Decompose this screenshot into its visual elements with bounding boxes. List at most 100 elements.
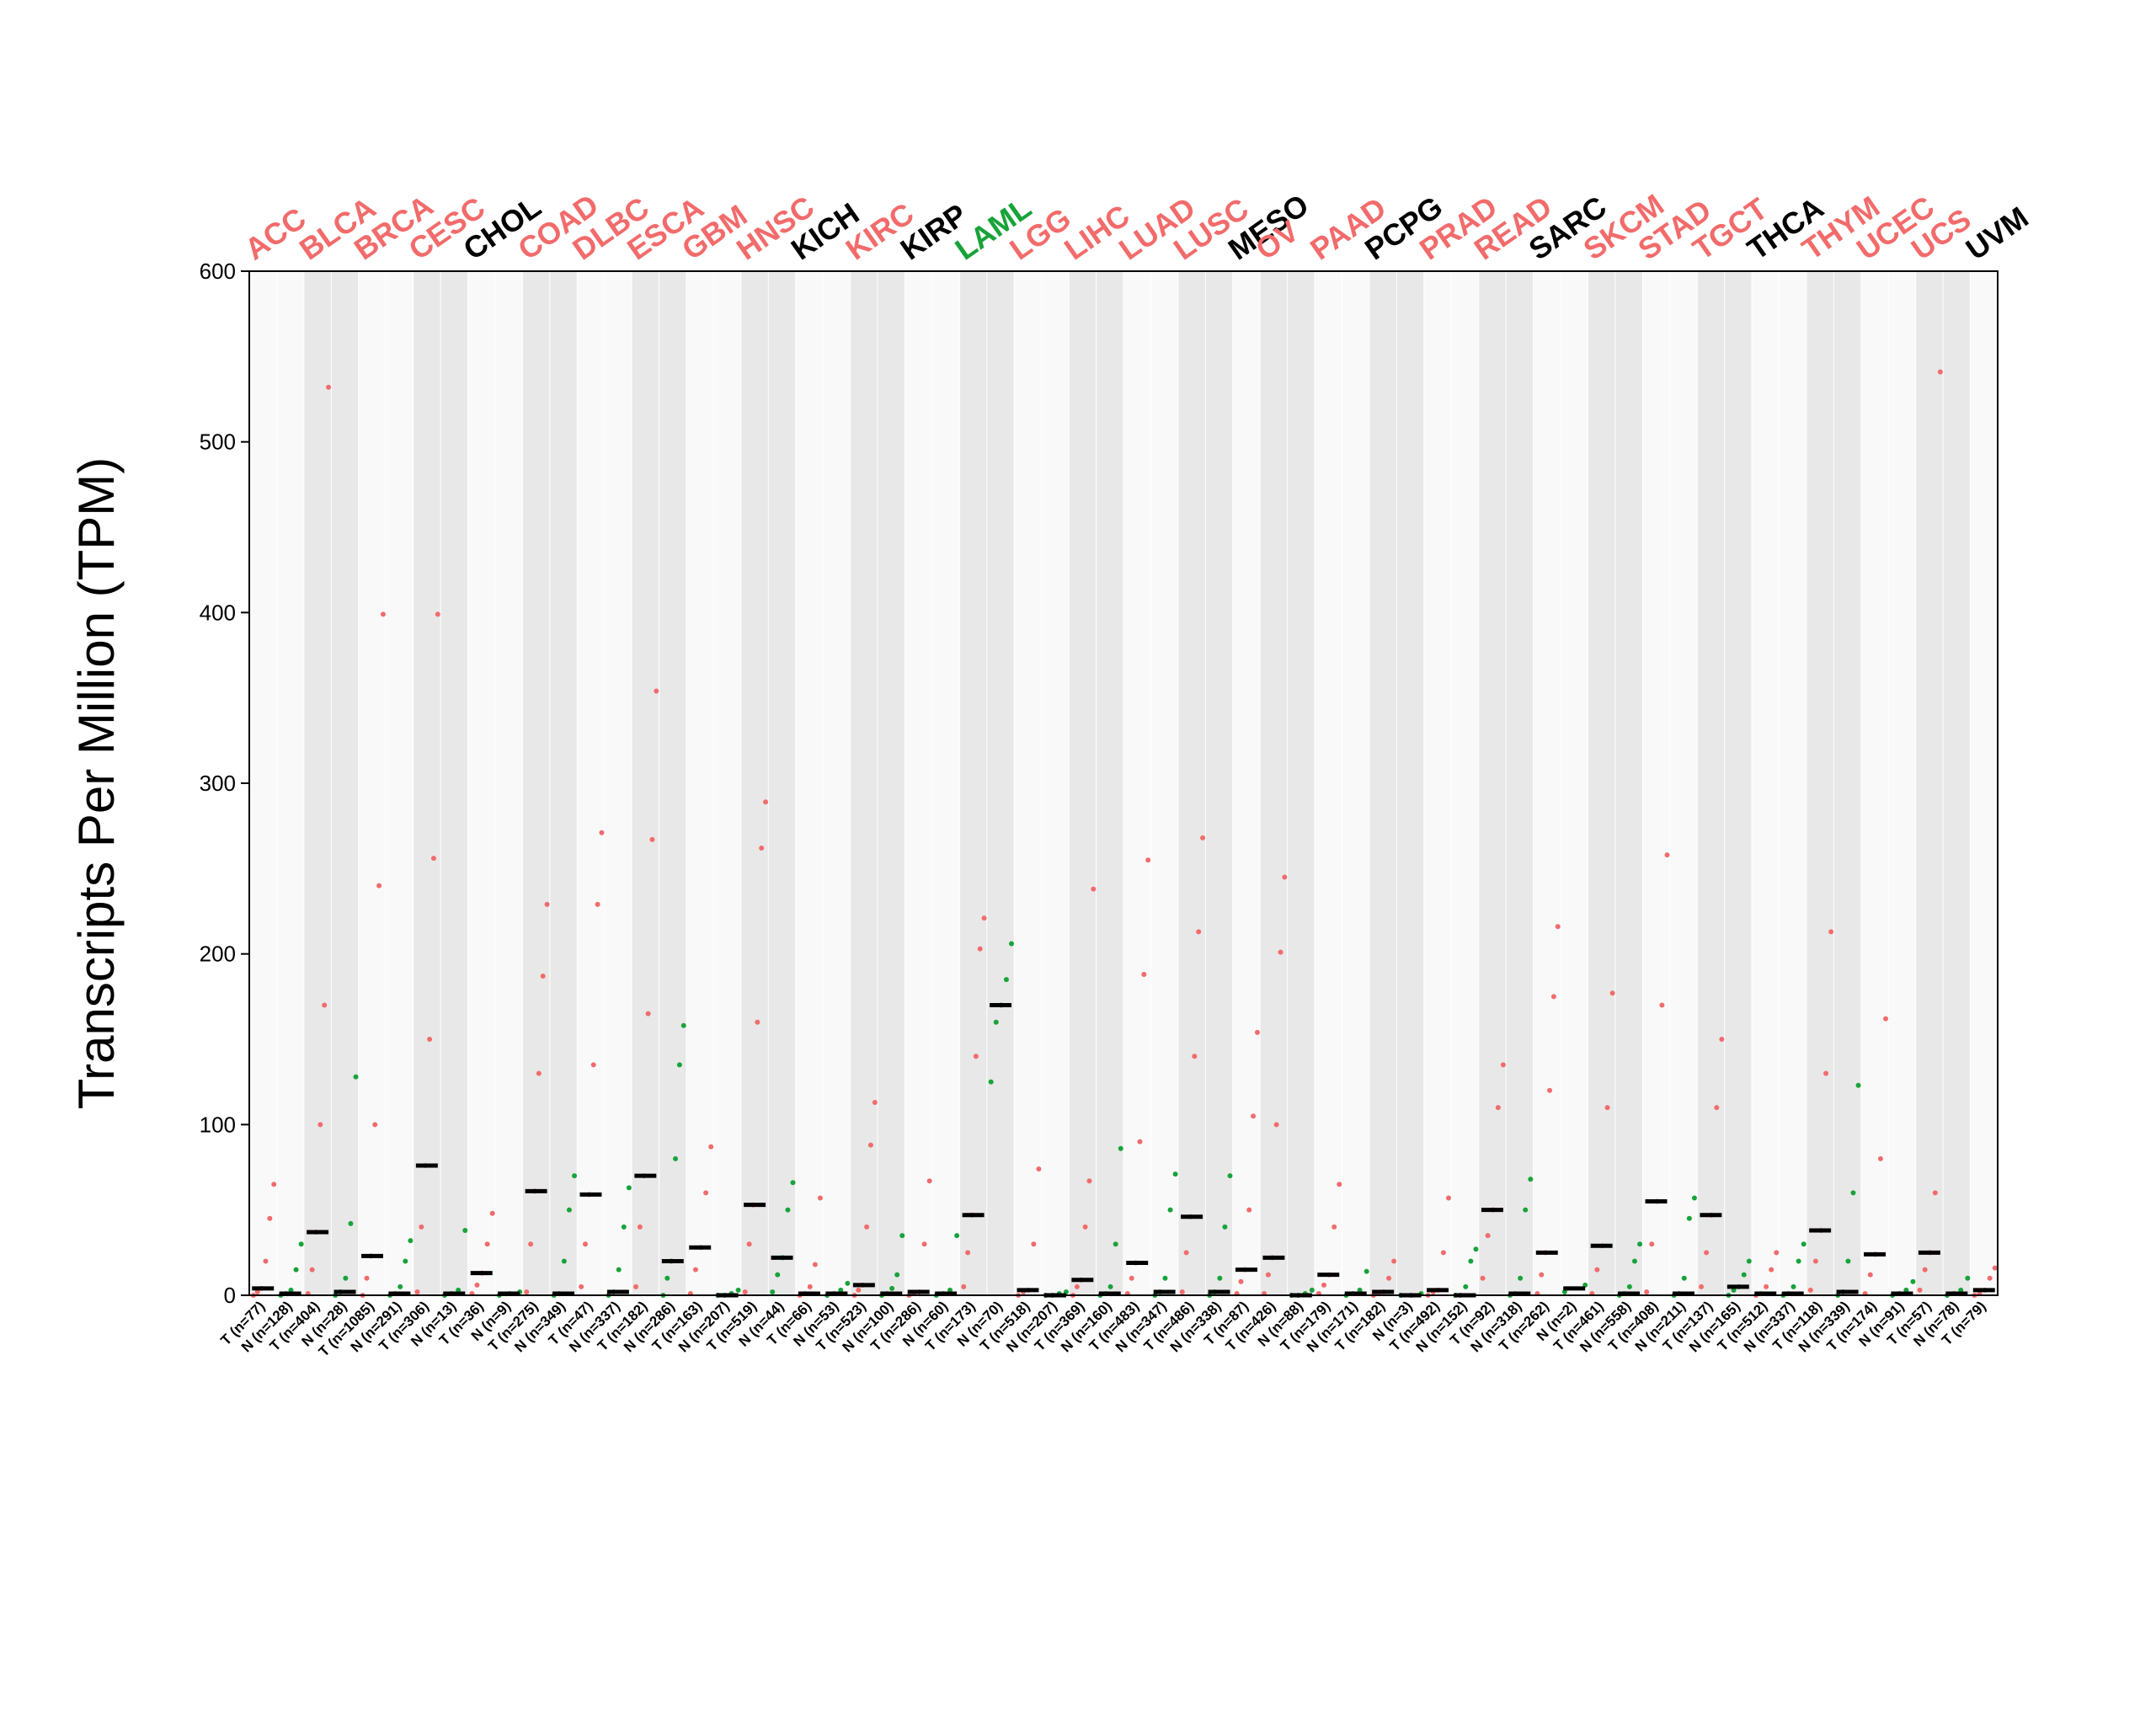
sample-dot <box>1807 1287 1813 1293</box>
sample-dot <box>1649 1241 1655 1247</box>
sample-dot <box>1741 1272 1747 1278</box>
sample-dot <box>1719 1037 1725 1042</box>
sample-dot <box>899 1233 905 1239</box>
sample-dot <box>1227 1173 1233 1179</box>
sample-dot <box>1910 1278 1916 1284</box>
sample-dot <box>1003 977 1009 983</box>
sample-dot <box>1987 1275 1993 1281</box>
sample-dot <box>1309 1287 1315 1293</box>
sample-dot <box>676 1062 682 1068</box>
sample-dot <box>1036 1166 1042 1172</box>
sample-dot <box>1480 1275 1486 1281</box>
sample-dot <box>528 1241 534 1247</box>
sample-dot <box>1172 1171 1178 1177</box>
sample-dot <box>616 1267 622 1273</box>
sample-dot <box>1357 1287 1363 1293</box>
sample-dot <box>742 1289 748 1294</box>
sample-dot <box>1331 1224 1337 1230</box>
sample-dot <box>427 1037 433 1042</box>
sample-dot <box>988 1079 994 1085</box>
sample-dot <box>1086 1178 1092 1184</box>
sample-dot <box>790 1180 796 1186</box>
sample-dot <box>1251 1113 1257 1119</box>
sample-dot <box>867 1142 873 1148</box>
sample-dot <box>474 1282 480 1288</box>
sample-dot <box>348 1220 354 1226</box>
y-tick-label: 0 <box>224 1283 236 1308</box>
sample-dot <box>1254 1029 1260 1035</box>
sample-dot <box>1183 1250 1189 1256</box>
sample-dot <box>1547 1087 1553 1093</box>
sample-dot <box>364 1275 370 1281</box>
sample-dot <box>632 1283 638 1289</box>
sample-dot <box>1801 1241 1806 1247</box>
sample-dot <box>1129 1275 1134 1281</box>
sample-dot <box>1922 1267 1928 1273</box>
sample-dot <box>755 1019 760 1025</box>
sample-dot <box>1440 1250 1446 1256</box>
sample-dot <box>1063 1289 1069 1294</box>
sample-dot <box>254 1289 260 1294</box>
sample-dot <box>921 1241 927 1247</box>
sample-dot <box>926 1178 932 1184</box>
sample-dot <box>1162 1275 1168 1281</box>
sample-dot <box>579 1283 584 1289</box>
sample-dot <box>536 1070 542 1076</box>
sample-dot <box>1222 1224 1228 1230</box>
sample-dot <box>572 1173 578 1179</box>
sample-dot <box>1746 1258 1752 1264</box>
sample-dot <box>1691 1195 1697 1201</box>
sample-dot <box>1500 1062 1506 1068</box>
sample-dot <box>864 1224 870 1230</box>
sample-dot <box>298 1241 304 1247</box>
sample-dot <box>1246 1207 1252 1213</box>
sample-dot <box>380 611 386 617</box>
sample-dot <box>621 1224 627 1230</box>
sample-dot <box>1137 1139 1143 1145</box>
sample-dot <box>1091 886 1097 892</box>
sample-dot <box>540 974 546 979</box>
sample-dot <box>973 1054 979 1059</box>
sample-dot <box>1179 1289 1185 1294</box>
sample-dot <box>1932 1190 1938 1196</box>
sample-dot <box>318 1122 323 1128</box>
sample-dot <box>965 1250 971 1256</box>
sample-dot <box>419 1224 424 1230</box>
sample-dot <box>1604 1105 1610 1111</box>
sample-dot <box>1774 1250 1780 1256</box>
sample-dot <box>1681 1275 1687 1281</box>
sample-dot <box>1704 1250 1710 1256</box>
sample-dot <box>977 946 983 952</box>
sample-dot <box>1009 941 1015 947</box>
sample-dot <box>408 1238 414 1244</box>
sample-dot <box>1468 1258 1474 1264</box>
y-tick-label: 100 <box>200 1112 236 1137</box>
cancer-label: UVM <box>1960 200 2035 266</box>
sample-dot <box>524 1289 530 1294</box>
sample-dot <box>838 1287 844 1293</box>
sample-dot <box>1278 949 1283 955</box>
sample-dot <box>680 1022 686 1028</box>
sample-dot <box>271 1182 277 1187</box>
sample-dot <box>1631 1258 1637 1264</box>
sample-dot <box>763 799 769 805</box>
sample-dot <box>785 1207 791 1213</box>
sample-dot <box>626 1185 632 1191</box>
sample-dot <box>1699 1283 1705 1289</box>
sample-dot <box>889 1285 895 1291</box>
sample-dot <box>1883 1016 1889 1022</box>
sample-dot <box>1659 1002 1665 1008</box>
sample-dot <box>1200 835 1206 840</box>
sample-dot <box>1582 1282 1588 1288</box>
sample-dot <box>1992 1265 1998 1271</box>
sample-dot <box>649 836 655 842</box>
sample-dot <box>489 1210 495 1216</box>
sample-dot <box>435 611 440 617</box>
sample-dot <box>961 1283 967 1289</box>
sample-dot <box>637 1224 643 1230</box>
sample-dot <box>430 856 436 862</box>
sample-dot <box>1364 1268 1369 1274</box>
sample-dot <box>1107 1283 1113 1289</box>
sample-dot <box>398 1283 403 1289</box>
